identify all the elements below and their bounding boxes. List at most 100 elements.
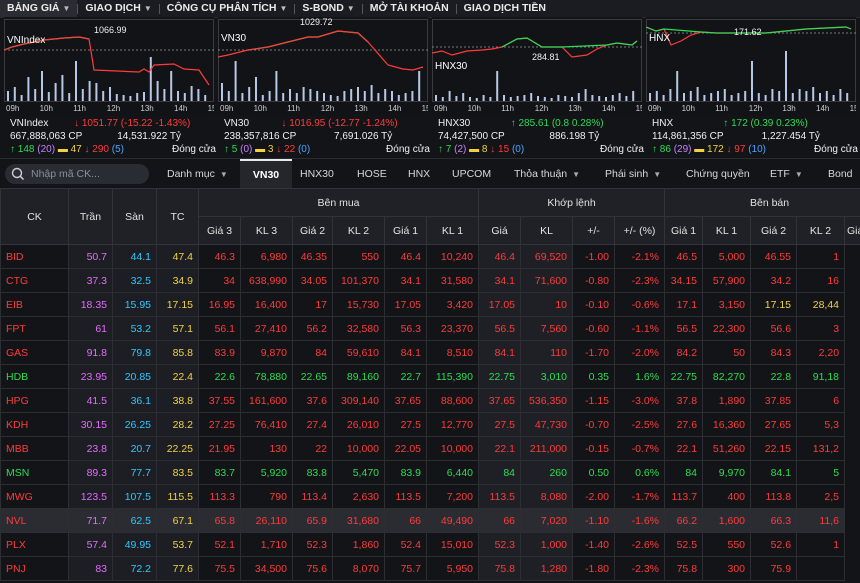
column-header[interactable]: CK — [0, 188, 69, 245]
volume-bar — [605, 97, 607, 101]
tab-bond[interactable]: Bond — [828, 159, 860, 189]
symbol-cell[interactable]: MSN — [0, 460, 69, 485]
volume-cell: 11,6 — [796, 508, 846, 533]
column-header[interactable]: Giá — [478, 216, 521, 245]
table-row[interactable]: KDH 30.15 26.25 28.2 27.25 76,410 27.4 26,010 27… — [0, 412, 860, 437]
column-header[interactable]: +/- (%) — [613, 216, 666, 245]
volume-bar — [543, 97, 546, 101]
column-header[interactable]: Giá 3 — [198, 216, 241, 245]
symbol-cell[interactable]: PLX — [0, 532, 69, 557]
symbol-cell[interactable]: GAS — [0, 340, 69, 365]
table-row[interactable]: CTG 37.3 32.5 34.9 34 638,990 34.05 101,370 34.1… — [0, 268, 860, 293]
column-header[interactable]: KL 2 — [332, 216, 385, 245]
column-header[interactable]: TC — [156, 188, 199, 245]
index-panel-vn30[interactable]: 1029.72 VN30 09h 10h 11h 12h 13h 14h 15h VN30 ↓ 10… — [218, 17, 432, 157]
volume-bar — [316, 91, 319, 101]
tab-chứng-quyền[interactable]: Chứng quyền — [686, 159, 756, 189]
volume-bar — [54, 83, 57, 101]
price-cell: 84.1 — [384, 340, 427, 365]
symbol-cell[interactable]: MWG — [0, 484, 69, 509]
symbol-cell[interactable]: FPT — [0, 316, 69, 341]
nav-item-1[interactable]: GIAO DỊCH ▼ — [78, 0, 158, 17]
volume-bar — [241, 93, 244, 101]
volume-cell: 309,140 — [332, 388, 385, 413]
table-row[interactable]: FPT 61 53.2 57.1 56.1 27,410 56.2 32,580 56.3 23,… — [0, 316, 860, 341]
table-row[interactable]: GAS 91.8 79.8 85.8 83.9 9,870 84 59,610 84.1 8,51… — [0, 340, 860, 365]
volume-cell: 5,3 — [796, 412, 846, 437]
change-cell: -0.80 — [572, 268, 615, 293]
stock-search-input[interactable] — [29, 167, 143, 181]
column-header[interactable]: +/- — [572, 216, 615, 245]
tab-hose[interactable]: HOSE — [357, 159, 401, 189]
table-row[interactable]: EIB 18.35 15.95 17.15 16.95 16,400 17 15,730 17.… — [0, 292, 860, 317]
symbol-cell[interactable]: EIB — [0, 292, 69, 317]
column-header[interactable]: KL 3 — [240, 216, 293, 245]
chevron-down-icon: ▼ — [794, 170, 803, 179]
nav-separator — [455, 3, 457, 14]
tab-label: Phái sinh — [605, 168, 649, 180]
price-cell: 17.05 — [384, 292, 427, 317]
index-panel-hnx[interactable]: 171.62 HNX 09h 10h 11h 12h 13h 14h 15h HNX ↑ 172 (… — [646, 17, 860, 157]
volume-bar — [737, 93, 740, 101]
price-cell: 65.9 — [292, 508, 333, 533]
nav-item-3[interactable]: S-BOND ▼ — [295, 0, 361, 17]
index-panel-vnindex[interactable]: 1066.99 VNIndex 09h 10h 11h 12h 13h 14h 15h VNInd… — [4, 17, 218, 157]
table-row[interactable]: PLX 57.4 49.95 53.7 52.1 1,710 52.3 1,860 52.4 15… — [0, 532, 860, 557]
tab-phái-sinh[interactable]: Phái sinh ▼ — [605, 159, 661, 189]
tab-upcom[interactable]: UPCOM — [452, 159, 508, 189]
index-panel-hnx30[interactable]: 284.81 HNX30 09h 10h 11h 12h 13h 14h 15h HNX30 ↑ 2… — [432, 17, 646, 157]
symbol-cell[interactable]: PNJ — [0, 556, 69, 581]
tab-vn30[interactable]: VN30 — [240, 159, 292, 189]
column-header[interactable]: Giá 3 — [844, 216, 860, 245]
table-row[interactable]: MWG 123.5 107.5 115.5 113.3 790 113.4 2,630 113.… — [0, 484, 860, 509]
table-row[interactable]: BID 50.7 44.1 47.4 46.3 6,980 46.35 550 46.4 10,2… — [0, 244, 860, 269]
column-header[interactable]: Sàn — [112, 188, 157, 245]
index-name: HNX30 — [435, 61, 468, 72]
nav-separator — [158, 3, 160, 14]
tab-hnx30[interactable]: HNX30 — [300, 159, 350, 189]
volume-cell: 1,710 — [240, 532, 293, 557]
column-header[interactable]: KL 1 — [426, 216, 479, 245]
tab-etf[interactable]: ETF ▼ — [770, 159, 810, 189]
symbol-cell[interactable]: KDH — [0, 412, 69, 437]
volume-bar — [696, 87, 699, 101]
column-header[interactable]: Giá 1 — [384, 216, 427, 245]
table-row[interactable]: NVL 71.7 62.5 67.1 65.8 26,110 65.9 31,680 66 49,… — [0, 508, 860, 533]
table-row[interactable]: PNJ 83 72.2 77.6 75.5 34,500 75.6 8,070 75.7 5,95… — [0, 556, 860, 581]
stock-search[interactable] — [5, 164, 149, 184]
volume-bar — [183, 93, 186, 101]
volume-bar — [95, 83, 98, 101]
table-row[interactable]: HPG 41.5 36.1 38.8 37.55 161,600 37.6 309,140 37… — [0, 388, 860, 413]
nav-item-5[interactable]: GIAO DỊCH TIỀN — [457, 0, 553, 17]
price-cell: 56.1 — [198, 316, 241, 341]
volume-bar — [27, 77, 30, 101]
symbol-cell[interactable]: NVL — [0, 508, 69, 533]
column-header[interactable]: Giá 1 — [664, 216, 704, 245]
breadth: ↑ 148 (20) ▬ 47 ↓ 290 (5) — [10, 143, 124, 156]
tab-thỏa-thuận[interactable]: Thỏa thuận ▼ — [514, 159, 580, 189]
column-header[interactable]: Trần — [68, 188, 113, 245]
column-header[interactable]: Giá 2 — [292, 216, 333, 245]
table-row[interactable]: HDB 23.95 20.85 22.4 22.6 78,880 22.65 89,160 22… — [0, 364, 860, 389]
volume-cell: 101,370 — [332, 268, 385, 293]
nav-item-2[interactable]: CÔNG CỤ PHÂN TÍCH ▼ — [160, 0, 295, 17]
symbol-cell[interactable]: MBB — [0, 436, 69, 461]
column-header[interactable]: KL — [520, 216, 573, 245]
column-header[interactable]: Giá 2 — [750, 216, 798, 245]
symbol-cell[interactable]: HDB — [0, 364, 69, 389]
table-row[interactable]: MSN 89.3 77.7 83.5 83.7 5,920 83.8 5,470 83.9 6,4… — [0, 460, 860, 485]
time-tick: 15h — [636, 104, 642, 113]
table-row[interactable]: MBB 23.8 20.7 22.25 21.95 130 22 10,000 22.05 10,… — [0, 436, 860, 461]
symbol-cell[interactable]: BID — [0, 244, 69, 269]
nav-item-4[interactable]: MỞ TÀI KHOẢN — [363, 0, 456, 17]
column-header[interactable]: KL 2 — [796, 216, 846, 245]
symbol-cell[interactable]: HPG — [0, 388, 69, 413]
nav-item-0[interactable]: BẢNG GIÁ ▼ — [0, 0, 78, 17]
volume-cell: 1,860 — [332, 532, 385, 557]
column-header[interactable]: KL 1 — [702, 216, 752, 245]
volume-bar — [771, 89, 774, 101]
tab-hnx[interactable]: HNX — [408, 159, 448, 189]
volume-cell: 78,880 — [240, 364, 293, 389]
symbol-cell[interactable]: CTG — [0, 268, 69, 293]
tab-danh-mục[interactable]: Danh mục ▼ — [167, 159, 237, 189]
